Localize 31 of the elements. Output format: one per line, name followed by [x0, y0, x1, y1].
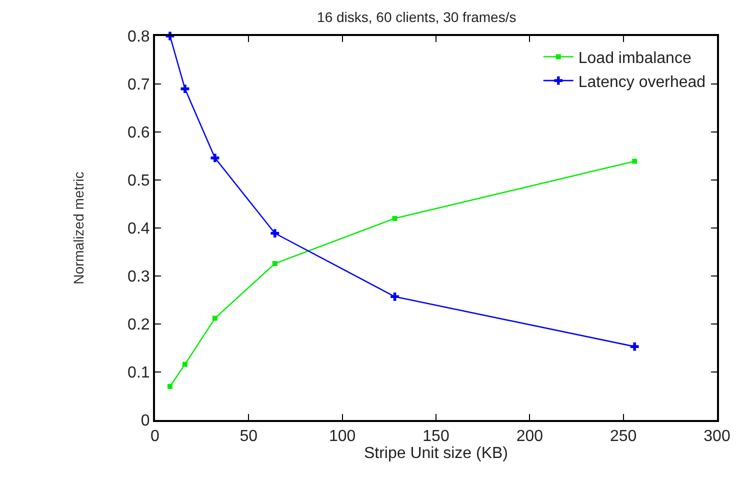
y-tick-label: 0 — [140, 412, 150, 430]
y-tick-label: 0.2 — [128, 316, 150, 334]
point — [182, 362, 188, 367]
x-tick-label: 50 — [240, 428, 258, 446]
point — [210, 154, 220, 162]
x-tick-label: 300 — [704, 428, 730, 446]
y-tick-label: 0.4 — [128, 220, 150, 238]
y-tick-label: 0.5 — [128, 172, 150, 190]
y-tick-label: 0.6 — [128, 124, 150, 142]
point — [212, 316, 218, 321]
x-tick-label: 200 — [516, 428, 544, 446]
point — [392, 216, 398, 221]
y-tick-label: 0.3 — [128, 268, 150, 286]
point — [270, 229, 280, 238]
point — [167, 384, 172, 389]
point — [632, 158, 638, 164]
y-axis-title: Normalized metric — [70, 172, 87, 284]
point — [180, 84, 190, 93]
legend-label: Load imbalance — [578, 50, 692, 67]
point — [630, 342, 639, 351]
x-axis-title: Stripe Unit size (KB) — [364, 445, 508, 462]
y-tick-label: 0.7 — [128, 76, 150, 94]
y-tick-label: 0.8 — [128, 28, 150, 46]
point — [272, 261, 278, 266]
legend-label: Latency overhead — [578, 74, 706, 91]
point — [390, 292, 399, 301]
y-tick-label: 0.1 — [128, 364, 150, 382]
chart-title: 16 disks, 60 clients, 30 frames/s — [317, 8, 516, 25]
x-tick-label: 100 — [328, 428, 356, 446]
x-tick-label: 150 — [422, 428, 450, 446]
x-tick-label: 250 — [610, 428, 637, 446]
